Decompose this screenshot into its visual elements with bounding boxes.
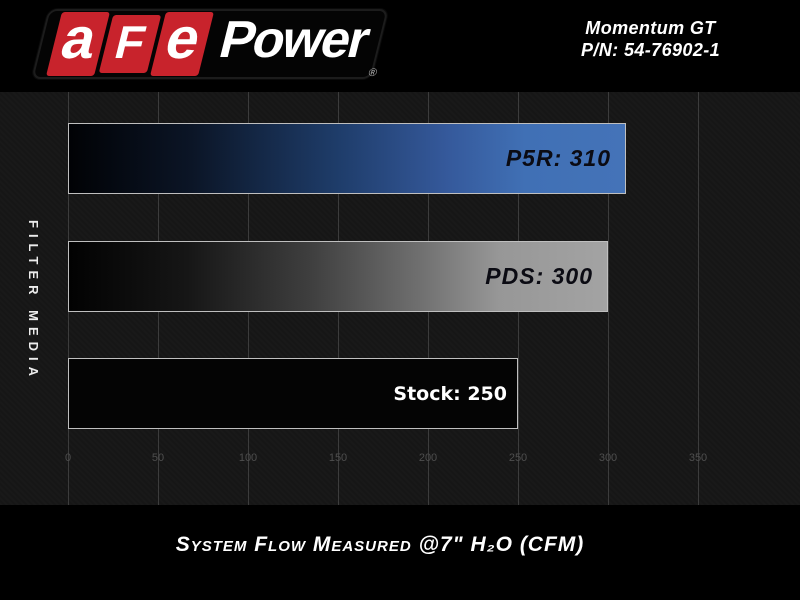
x-tick-300: 300: [598, 452, 618, 464]
x-tick-200: 200: [418, 452, 438, 464]
part-number: P/N: 54-76902-1: [580, 40, 721, 60]
x-tick-150: 150: [328, 452, 348, 464]
footer-bar: System Flow Measured @7" H₂O (CFM): [0, 505, 800, 600]
x-tick-50: 50: [151, 452, 165, 464]
logo-wordmark: Power: [213, 11, 375, 69]
x-tick-100: 100: [238, 452, 258, 464]
logo-letter-a: a: [55, 6, 104, 71]
bar-label-pds: PDS: 300: [485, 263, 593, 289]
x-axis-ticks: 0 50 100 150 200 250 300 350: [64, 452, 788, 468]
gridline-300: [608, 92, 609, 505]
bar-label-stock: Stock: 250: [393, 382, 507, 405]
y-axis-label: FILTER MEDIA: [26, 220, 41, 383]
bar-stock: Stock: 250: [68, 358, 518, 429]
product-name: Momentum GT: [585, 18, 716, 38]
product-info: Momentum GT P/N: 54-76902-1: [558, 17, 743, 61]
afe-power-logo: a F e Power ®: [31, 6, 389, 79]
logo-tile-e: e: [149, 6, 214, 76]
x-tick-250: 250: [508, 452, 528, 464]
logo-letter-e: e: [159, 6, 208, 71]
gridline-350: [698, 92, 699, 505]
bar-label-p5r: P5R: 310: [505, 145, 611, 171]
bar-chart: FILTER MEDIA P5R: 310 PDS: 300 Stock: 25…: [0, 92, 800, 505]
plot-area: P5R: 310 PDS: 300 Stock: 250 0 50 100 150 20…: [64, 92, 788, 505]
logo-letter-f: F: [109, 16, 152, 68]
header-bar: a F e Power ® Momentum GT P/N: 54-76902-…: [0, 0, 800, 92]
x-tick-350: 350: [688, 452, 708, 464]
x-tick-0: 0: [64, 452, 72, 464]
bar-pds: PDS: 300: [68, 241, 608, 312]
chart-caption: System Flow Measured @7" H₂O (CFM): [175, 533, 585, 556]
bar-p5r: P5R: 310: [68, 123, 626, 194]
registered-trademark-icon: ®: [367, 67, 379, 79]
